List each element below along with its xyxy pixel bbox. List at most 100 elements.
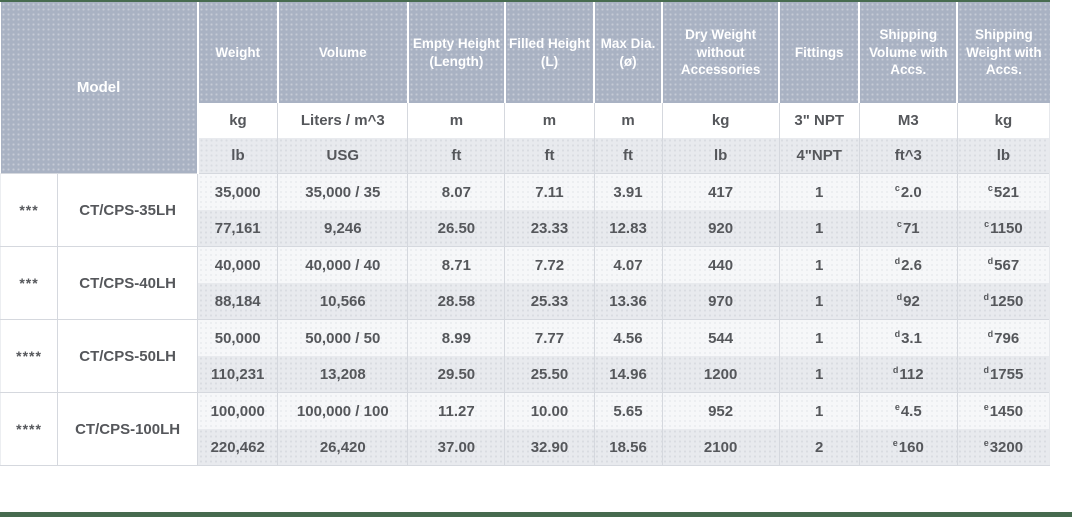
cell-max-dia: 3.91 [593, 173, 663, 210]
cell-empty-height: 37.00 [407, 429, 505, 466]
cell-fittings: 1 [778, 392, 860, 429]
cell-fittings: 1 [778, 319, 860, 356]
model-column-header: Model [0, 2, 199, 174]
cell-volume: 35,000 / 35 [277, 173, 408, 210]
cell-dry-weight: 440 [661, 246, 780, 283]
cell-shipping-weight: c521 [956, 173, 1051, 210]
unit-max-dia-metric: m [593, 103, 663, 138]
spec-row-imperial: 77,161 9,246 26.50 23.33 12.83 920 1 c71 c1150 [1, 210, 1051, 247]
model-name: CT/CPS-35LH [57, 173, 198, 247]
cell-volume: 50,000 / 50 [277, 319, 408, 356]
cell-empty-height: 11.27 [407, 392, 505, 429]
cell-max-dia: 18.56 [593, 429, 663, 466]
cell-shipping-volume: d112 [858, 356, 958, 393]
cell-empty-height: 29.50 [407, 356, 505, 393]
cell-weight: 77,161 [197, 210, 278, 247]
model-name: CT/CPS-50LH [57, 319, 198, 393]
cell-shipping-volume: e160 [858, 429, 958, 466]
col-header-empty-height: Empty Height (Length) [406, 2, 505, 103]
model-stars: *** [0, 246, 58, 320]
footnote-marker: d [987, 255, 994, 266]
spec-row-metric: **** CT/CPS-100LH 100,000 100,000 / 100 11.2… [0, 392, 1051, 466]
cell-shipping-volume: d2.6 [858, 246, 958, 283]
cell-filled-height: 10.00 [504, 392, 594, 429]
col-header-dry-weight: Dry Weight without Accessories [661, 2, 780, 103]
cell-shipping-weight: d567 [956, 246, 1051, 283]
unit-shipping-volume-imperial: ft^3 [858, 138, 958, 174]
unit-weight-imperial: lb [197, 138, 278, 174]
col-header-volume: Volume [276, 2, 408, 103]
cell-filled-height: 7.11 [504, 173, 594, 210]
cell-fittings: 1 [778, 356, 860, 393]
cell-shipping-volume: d3.1 [858, 319, 958, 356]
unit-fittings-metric: 3" NPT [778, 103, 860, 138]
spec-row-imperial: 220,462 26,420 37.00 32.90 18.56 2100 2 e160 e32… [1, 429, 1051, 466]
spec-row-metric: *** CT/CPS-35LH 35,000 35,000 / 35 8.07 7.11 3… [0, 173, 1051, 247]
unit-volume-imperial: USG [277, 138, 408, 174]
footnote-marker: e [894, 401, 900, 412]
cell-volume: 13,208 [277, 356, 408, 393]
cell-fittings: 1 [778, 283, 860, 320]
cell-filled-height: 25.33 [504, 283, 594, 320]
cell-shipping-weight: c1150 [956, 210, 1051, 247]
cell-shipping-volume: d92 [858, 283, 958, 320]
cell-shipping-weight: d796 [956, 319, 1051, 356]
unit-filled-height-metric: m [504, 103, 594, 138]
unit-max-dia-imperial: ft [593, 138, 663, 174]
cell-weight: 110,231 [197, 356, 278, 393]
col-header-shipping-volume: Shipping Volume with Accs. [858, 2, 958, 103]
unit-fittings-imperial: 4"NPT [778, 138, 860, 174]
cell-fittings: 1 [778, 210, 860, 247]
unit-shipping-weight-metric: kg [956, 103, 1051, 138]
header-row-labels: Model Weight Volume Empty Height (Length… [0, 2, 1050, 174]
footnote-marker: c [896, 218, 902, 229]
col-header-weight: Weight [196, 2, 278, 103]
col-header-max-dia: Max Dia. (ø) [592, 2, 663, 103]
cell-dry-weight: 2100 [661, 429, 780, 466]
spec-row-imperial: 88,184 10,566 28.58 25.33 13.36 970 1 d92 d1250 [1, 283, 1051, 320]
cell-weight: 88,184 [197, 283, 278, 320]
cell-shipping-weight: d1250 [956, 283, 1051, 320]
unit-volume-metric: Liters / m^3 [277, 103, 408, 138]
unit-filled-height-imperial: ft [504, 138, 594, 174]
cell-max-dia: 12.83 [593, 210, 663, 247]
footnote-marker: c [984, 218, 990, 229]
cell-weight: 40,000 [197, 246, 278, 283]
unit-empty-height-metric: m [407, 103, 505, 138]
unit-dry-weight-metric: kg [661, 103, 780, 138]
footnote-marker: e [892, 437, 898, 448]
footnote-marker: e [983, 401, 989, 412]
header-row-imperial-units: lb USG ft ft ft lb 4"NPT ft^3 lb [1, 138, 1051, 174]
cell-volume: 40,000 / 40 [277, 246, 408, 283]
cell-volume: 100,000 / 100 [277, 392, 408, 429]
spec-row-imperial: 110,231 13,208 29.50 25.50 14.96 1200 1 d112 d17… [1, 356, 1051, 393]
cell-dry-weight: 920 [661, 210, 780, 247]
spec-table: Model Weight Volume Empty Height (Length… [0, 2, 1051, 466]
unit-weight-metric: kg [197, 103, 278, 138]
cell-max-dia: 13.36 [593, 283, 663, 320]
unit-shipping-volume-metric: M3 [858, 103, 958, 138]
cell-empty-height: 28.58 [407, 283, 505, 320]
footnote-marker: d [894, 255, 901, 266]
footnote-marker: d [983, 291, 989, 302]
col-header-filled-height: Filled Height (L) [503, 2, 594, 103]
unit-shipping-weight-imperial: lb [956, 138, 1051, 174]
cell-dry-weight: 544 [661, 319, 780, 356]
cell-weight: 50,000 [197, 319, 278, 356]
col-header-shipping-weight: Shipping Weight with Accs. [956, 2, 1050, 103]
cell-empty-height: 8.71 [407, 246, 505, 283]
cell-shipping-weight: e3200 [956, 429, 1051, 466]
cell-shipping-volume: e4.5 [858, 392, 958, 429]
cell-dry-weight: 417 [661, 173, 780, 210]
cell-shipping-volume: c2.0 [858, 173, 958, 210]
cell-dry-weight: 970 [661, 283, 780, 320]
cell-filled-height: 7.77 [504, 319, 594, 356]
spec-table-body: *** CT/CPS-35LH 35,000 35,000 / 35 8.07 7.11 3… [0, 173, 1051, 466]
unit-dry-weight-imperial: lb [661, 138, 780, 174]
cell-empty-height: 8.07 [407, 173, 505, 210]
footnote-marker: d [983, 364, 989, 375]
footnote-marker: c [987, 182, 993, 193]
cell-weight: 100,000 [197, 392, 278, 429]
footnote-marker: e [983, 437, 989, 448]
